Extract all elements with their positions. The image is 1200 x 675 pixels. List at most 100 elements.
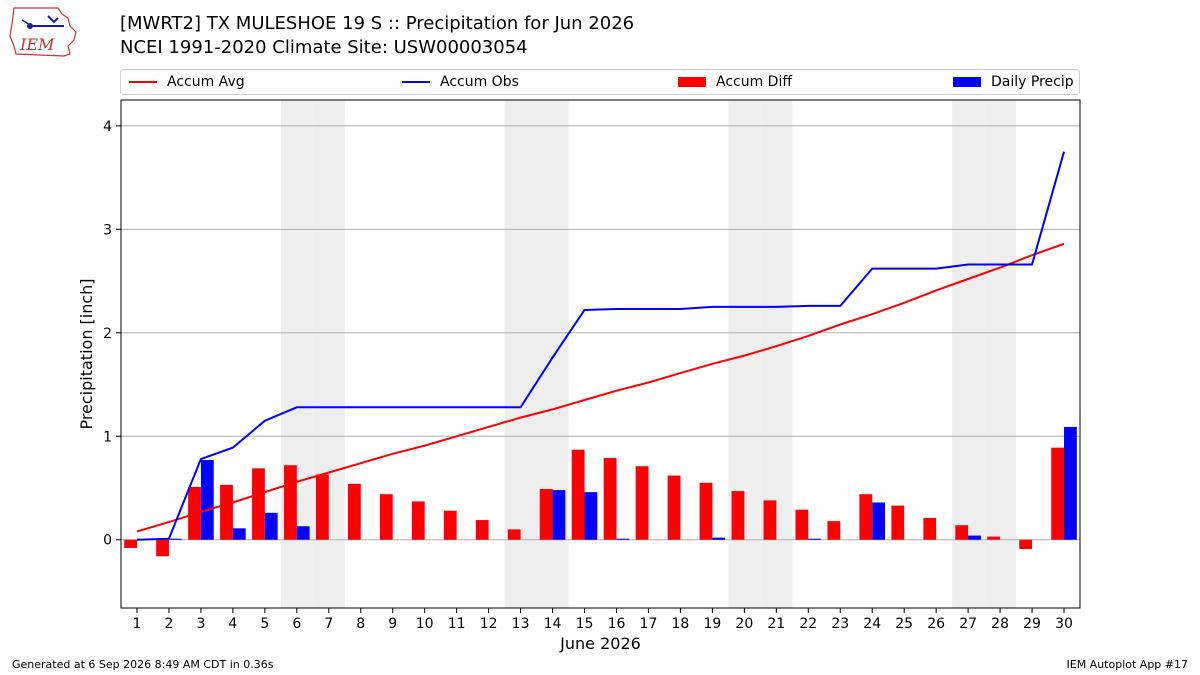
accum-diff-bar-day-27 <box>955 525 969 540</box>
accum-diff-bar-day-9 <box>379 494 393 540</box>
x-axis-label: June 2026 <box>559 634 641 653</box>
accum-diff-bar-day-6 <box>284 465 297 540</box>
x-tick-label-23: 23 <box>831 616 849 632</box>
x-tick-label-5: 5 <box>260 616 269 632</box>
legend-daily-precip: Daily Precip <box>953 70 1074 94</box>
x-tick-label-14: 14 <box>544 616 562 632</box>
accum-diff-bar-day-18 <box>667 475 681 540</box>
legend-accum-diff: Accum Diff <box>678 70 792 94</box>
weekend-bands <box>280 100 1017 608</box>
accum-diff-bar-day-10 <box>411 501 425 540</box>
x-tick-label-9: 9 <box>388 616 397 632</box>
x-tick-label-28: 28 <box>991 616 1009 632</box>
x-tick-label-30: 30 <box>1055 616 1073 632</box>
x-tick-label-6: 6 <box>292 616 301 632</box>
x-tick-label-16: 16 <box>608 616 626 632</box>
accum-diff-bar-day-20 <box>731 491 745 540</box>
daily-precip-bar-day-4 <box>232 528 246 540</box>
x-tick-label-24: 24 <box>863 616 881 632</box>
daily-precip-bar-day-2 <box>168 538 182 540</box>
x-tick-label-26: 26 <box>927 616 945 632</box>
daily-precip-bar-day-24 <box>872 502 886 540</box>
plot-frame <box>120 99 1081 609</box>
legend-accum-avg-swatch <box>129 81 157 83</box>
weekend-band-day-27 <box>952 100 985 608</box>
x-tick-label-25: 25 <box>895 616 913 632</box>
x-tick-label-10: 10 <box>416 616 434 632</box>
x-tick-label-11: 11 <box>448 616 466 632</box>
accum-diff-bar-day-2 <box>156 539 169 557</box>
accum-obs-line <box>136 151 1065 541</box>
x-tick-label-20: 20 <box>735 616 753 632</box>
accum-diff-bar-day-16 <box>603 457 617 540</box>
accum-diff-bar-day-23 <box>827 521 841 540</box>
daily-precip-bar-day-19 <box>712 537 726 540</box>
chart-subtitle: NCEI 1991-2020 Climate Site: USW00003054 <box>120 37 528 58</box>
legend-daily-precip-swatch <box>953 77 981 87</box>
x-tick-label-18: 18 <box>672 616 690 632</box>
chart-legend: Accum Avg Accum Obs Accum Diff Daily Pre… <box>120 69 1080 95</box>
x-tick-label-8: 8 <box>356 616 365 632</box>
daily-precip-bar-day-22 <box>808 538 822 540</box>
iem-logo: IEM <box>9 7 77 57</box>
chart-title: [MWRT2] TX MULESHOE 19 S :: Precipitatio… <box>120 13 635 34</box>
accum-diff-bar-day-11 <box>443 510 457 540</box>
x-tick-label-21: 21 <box>767 616 785 632</box>
x-tick-label-19: 19 <box>703 616 721 632</box>
daily-precip-bar-day-30 <box>1064 426 1077 540</box>
daily-precip-bar-day-6 <box>296 526 310 540</box>
legend-accum-obs-swatch <box>402 81 430 83</box>
weekend-band-day-13 <box>504 100 537 608</box>
accum-diff-bar-day-13 <box>507 529 521 540</box>
accum-avg-line <box>136 242 1065 533</box>
accum-diff-bar-day-1 <box>124 539 137 548</box>
legend-accum-avg: Accum Avg <box>129 70 245 94</box>
daily-precip-bar-day-3 <box>200 460 214 540</box>
axis-labels: June 2026 Precipitation [inch] <box>77 278 641 653</box>
accum-diff-bar-day-29 <box>1019 539 1033 550</box>
accum-diff-bar-day-22 <box>795 509 809 540</box>
daily-precip-bar-day-27 <box>968 535 981 540</box>
accum-diff-bar-day-19 <box>699 482 713 540</box>
gridlines <box>121 125 1080 541</box>
daily-precip-bar-day-15 <box>584 492 598 540</box>
x-tick-label-15: 15 <box>576 616 594 632</box>
daily-precip-bar-day-16 <box>616 538 630 540</box>
y-tick-label-1: 1 <box>103 429 112 445</box>
x-tick-label-27: 27 <box>959 616 977 632</box>
bars <box>124 426 1077 557</box>
accum-diff-bar-day-8 <box>347 483 361 540</box>
y-tick-label-3: 3 <box>103 222 112 238</box>
x-tick-label-3: 3 <box>196 616 205 632</box>
accum-diff-bar-day-4 <box>220 484 233 540</box>
x-tick-label-12: 12 <box>480 616 498 632</box>
legend-accum-avg-label: Accum Avg <box>167 74 245 90</box>
weekend-band-day-28 <box>984 100 1017 608</box>
legend-accum-obs-label: Accum Obs <box>440 74 519 90</box>
x-tick-label-2: 2 <box>164 616 173 632</box>
x-tick-label-22: 22 <box>799 616 817 632</box>
accum-diff-bar-day-30 <box>1051 447 1065 540</box>
x-tick-label-1: 1 <box>133 616 142 632</box>
accum-diff-bar-day-17 <box>635 466 649 540</box>
x-tick-label-17: 17 <box>640 616 658 632</box>
x-tick-label-4: 4 <box>228 616 237 632</box>
daily-precip-bar-day-5 <box>264 512 278 540</box>
daily-precip-bar-day-14 <box>552 490 566 540</box>
lines <box>136 151 1065 541</box>
logo-text: IEM <box>19 35 55 54</box>
accum-diff-bar-day-26 <box>923 517 937 540</box>
x-tick-label-13: 13 <box>512 616 530 632</box>
y-axis-label: Precipitation [inch] <box>77 278 96 429</box>
accum-diff-bar-day-24 <box>859 494 873 540</box>
app-label: IEM Autoplot App #17 <box>1066 658 1189 671</box>
accum-diff-bar-day-12 <box>475 520 489 540</box>
legend-accum-diff-swatch <box>678 77 706 87</box>
accum-diff-bar-day-28 <box>987 536 1001 540</box>
legend-accum-diff-label: Accum Diff <box>716 74 793 90</box>
accum-diff-bar-day-14 <box>539 489 553 540</box>
legend-daily-precip-label: Daily Precip <box>991 74 1074 90</box>
x-tick-label-7: 7 <box>324 616 333 632</box>
